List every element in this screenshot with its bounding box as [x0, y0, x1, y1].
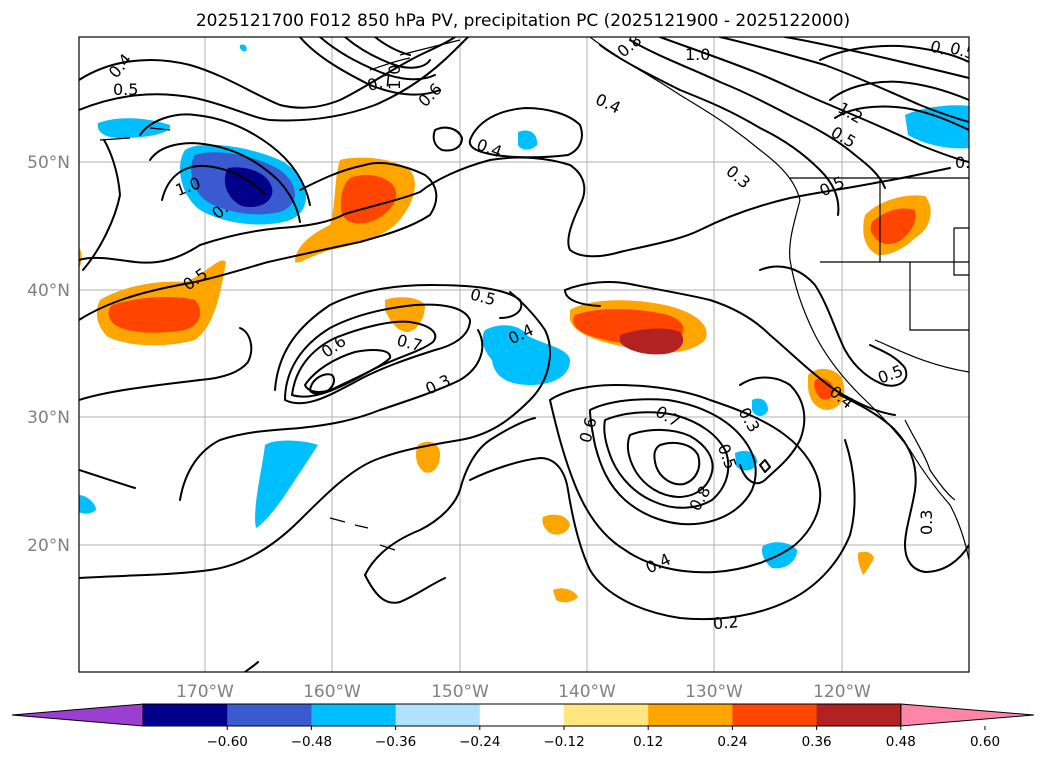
precip-negative-region	[752, 398, 768, 416]
precip-positive-region	[553, 588, 578, 603]
colorbar-tick-label: 0.48	[886, 734, 916, 750]
precip-positive-region	[814, 378, 834, 400]
precip-positive-region	[857, 551, 874, 575]
contour-label: 0.	[928, 36, 948, 58]
contour-label: 1.0	[385, 65, 404, 90]
longitude-label: 150°W	[431, 682, 489, 702]
map-panel[interactable]: 0.4 0.5 1.0 0. 0.7 0.6 1.0 0.8 0.4 0.4 1…	[78, 30, 978, 673]
colorbar-tick-label: −0.36	[375, 734, 416, 750]
precip-positive-region	[870, 208, 916, 244]
colorbar-tick-label: −0.48	[291, 734, 332, 750]
colorbar-segment	[227, 704, 312, 726]
latitude-labels: 50°N 40°N 30°N 20°N	[27, 153, 70, 556]
colorbar-segment	[816, 704, 902, 726]
precip-negative-region	[518, 130, 538, 150]
longitude-label: 130°W	[685, 682, 743, 702]
precip-positive-region	[542, 514, 570, 535]
longitude-label: 120°W	[813, 682, 871, 702]
longitude-label: 140°W	[558, 682, 616, 702]
colorbar-segment	[311, 704, 397, 726]
latitude-label: 20°N	[27, 536, 70, 556]
longitude-label: 170°W	[176, 682, 234, 702]
colorbar-segment	[732, 704, 818, 726]
precip-negative-region	[239, 44, 247, 52]
precip-positive-region	[620, 328, 684, 355]
colorbar-segment	[143, 704, 228, 726]
colorbar-extend-min	[11, 703, 144, 727]
colorbar-tick-label: 0.36	[802, 734, 832, 750]
colorbar-tick-label: 0.12	[633, 734, 663, 750]
colorbar-tick-label: 0.24	[717, 734, 747, 750]
gridlines	[79, 37, 969, 672]
contour-label: 0.2	[712, 612, 739, 633]
contour-label: 1.0	[685, 45, 710, 64]
precip-negative-region	[79, 495, 96, 514]
colorbar-segment	[564, 704, 649, 726]
colorbar-segment	[479, 704, 565, 726]
contour-label: 0.3	[917, 510, 936, 535]
precip-negative-region	[255, 440, 318, 528]
longitude-label: 160°W	[303, 682, 361, 702]
contour-label: 0.5	[948, 38, 978, 63]
colorbar-segment	[395, 704, 481, 726]
colorbar-tick-label: −0.60	[207, 734, 248, 750]
precip-positive-region	[79, 248, 82, 268]
latitude-label: 40°N	[27, 281, 70, 301]
colorbar: −0.60 −0.48 −0.36 −0.24 −0.12 0.12 0.24 0.36 0.4…	[11, 703, 1035, 750]
colorbar-segment	[648, 704, 733, 726]
pv-contours	[79, 37, 969, 672]
longitude-labels: 170°W 160°W 150°W 140°W 130°W 120°W	[176, 682, 871, 702]
colorbar-extend-max	[900, 703, 1035, 727]
contour-label: 0.5	[113, 80, 138, 99]
map-title: 2025121700 F012 850 hPa PV, precipitatio…	[196, 11, 850, 31]
latitude-label: 50°N	[27, 153, 70, 173]
colorbar-tick-label: 0.60	[970, 734, 1000, 750]
contour-label: 0.	[955, 153, 970, 172]
colorbar-tick-label: −0.12	[543, 734, 584, 750]
precip-positive-region	[416, 441, 440, 473]
precip-positive-region	[108, 297, 201, 333]
precip-negative-region	[224, 167, 273, 208]
colorbar-tick-label: −0.24	[459, 734, 500, 750]
latitude-label: 30°N	[27, 408, 70, 428]
